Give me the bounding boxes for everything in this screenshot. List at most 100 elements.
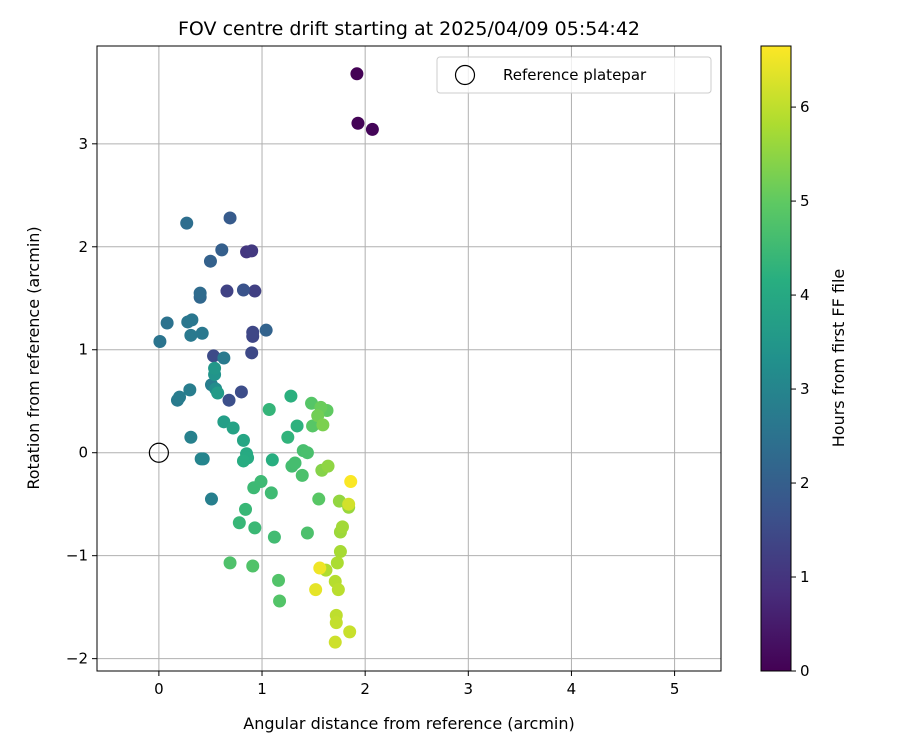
colorbar-frame (760, 45, 792, 672)
data-point (226, 421, 240, 435)
data-point (331, 583, 345, 597)
data-point (236, 433, 250, 447)
data-point (273, 594, 287, 608)
data-point (232, 516, 246, 530)
data-point (245, 244, 259, 258)
legend: Reference platepar (436, 56, 712, 94)
data-point (184, 328, 198, 342)
data-point (248, 521, 262, 535)
data-point (184, 430, 198, 444)
y-axis-label: Rotation from reference (arcmin) (24, 226, 43, 489)
data-point (351, 116, 365, 130)
legend-marker-icon (454, 64, 476, 86)
data-point (223, 211, 237, 225)
data-point (245, 346, 259, 360)
x-tick-label: 5 (670, 680, 680, 698)
data-point (321, 459, 335, 473)
data-point (300, 446, 314, 460)
colorbar-tick-label: 1 (800, 568, 810, 586)
x-tick-label: 4 (567, 680, 577, 698)
grid (97, 46, 721, 671)
data-point (217, 415, 231, 429)
data-point (160, 316, 174, 330)
legend-label: Reference platepar (503, 66, 647, 84)
data-point (300, 526, 314, 540)
data-point (365, 122, 379, 136)
data-point (208, 361, 222, 375)
colorbar-gradient (761, 46, 791, 671)
data-point (344, 475, 358, 489)
data-point (211, 386, 225, 400)
y-tick-label: −2 (66, 650, 88, 668)
data-point (223, 556, 237, 570)
x-axis-label: Angular distance from reference (arcmin) (243, 714, 574, 733)
y-tick-label: 3 (78, 135, 88, 153)
data-point (220, 284, 234, 298)
x-tick-label: 1 (257, 680, 267, 698)
colorbar-label: Hours from first FF file (829, 269, 848, 448)
data-point (288, 456, 302, 470)
data-point (248, 284, 262, 298)
data-point (246, 325, 260, 339)
data-point (246, 559, 260, 573)
data-point (262, 402, 276, 416)
data-point (185, 313, 199, 327)
x-tick-label: 0 (154, 680, 164, 698)
colorbar-tick-label: 6 (800, 98, 810, 116)
data-point (350, 67, 364, 81)
data-point (254, 475, 268, 489)
data-point (217, 351, 231, 365)
data-point (264, 486, 278, 500)
data-point (204, 492, 218, 506)
data-point (329, 616, 343, 630)
y-tick-label: 0 (78, 444, 88, 462)
data-point (153, 335, 167, 349)
data-point (272, 573, 286, 587)
colorbar: 0 1 2 3 4 5 6 Hours from first FF file (760, 45, 848, 680)
data-point (281, 430, 295, 444)
colorbar-tick-label: 2 (800, 474, 810, 492)
x-tick-label: 3 (464, 680, 474, 698)
data-point (215, 243, 229, 257)
plot-frame (96, 45, 722, 672)
data-point (195, 326, 209, 340)
data-point (312, 492, 326, 506)
data-point (183, 383, 197, 397)
colorbar-ticks: 0 1 2 3 4 5 6 (791, 98, 810, 680)
data-point (259, 323, 273, 337)
data-point (316, 418, 330, 432)
colorbar-tick-label: 5 (800, 192, 810, 210)
data-point (193, 286, 207, 300)
y-tick-label: 2 (78, 238, 88, 256)
x-tick-label: 2 (360, 680, 370, 698)
data-point (267, 530, 281, 544)
data-point (173, 390, 187, 404)
colorbar-tick-label: 3 (800, 380, 810, 398)
data-point (265, 453, 279, 467)
data-point (306, 419, 320, 433)
y-tick-label: 1 (78, 341, 88, 359)
colorbar-tick-label: 4 (800, 286, 810, 304)
data-point (309, 583, 323, 597)
data-points (153, 67, 379, 649)
data-point (203, 254, 217, 268)
reference-marker-layer (148, 442, 169, 463)
data-point (207, 349, 221, 363)
data-point (295, 468, 309, 482)
data-point (284, 389, 298, 403)
y-axis-ticks: −2 −1 0 1 2 3 (66, 135, 97, 668)
x-axis-ticks: 0 1 2 3 4 5 (154, 671, 679, 698)
data-point (222, 393, 236, 407)
chart-title: FOV centre drift starting at 2025/04/09 … (178, 18, 640, 40)
data-point (236, 283, 250, 297)
data-point (342, 497, 356, 511)
data-point (313, 561, 327, 575)
data-point (196, 452, 210, 466)
data-point (330, 556, 344, 570)
reference-platepar-marker (148, 442, 169, 463)
legend-box (436, 56, 712, 94)
data-point (234, 385, 248, 399)
data-point (180, 216, 194, 230)
data-point (236, 454, 250, 468)
